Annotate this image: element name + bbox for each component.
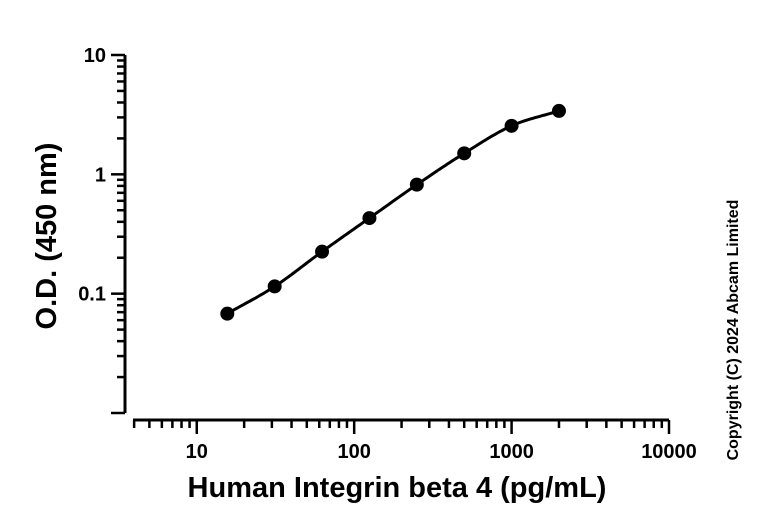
data-point: [551, 103, 566, 118]
axes: [123, 55, 669, 422]
y-tick-label: 1: [95, 164, 106, 186]
data-point: [457, 146, 472, 161]
y-tick-label: 10: [84, 45, 106, 67]
data-points: [220, 103, 566, 321]
data-point: [267, 279, 282, 294]
data-point: [315, 244, 330, 259]
x-tick-label: 10: [186, 441, 208, 463]
x-tick-label: 1000: [489, 441, 534, 463]
fit-curve: [226, 109, 560, 315]
x-axis-title: Human Integrin beta 4 (pg/mL): [188, 472, 607, 504]
copyright-notice: Copyright (C) 2024 Abcam Limited: [725, 200, 742, 461]
data-point: [362, 211, 377, 226]
y-axis-ticks: 0.1 1 10: [78, 45, 125, 415]
x-tick-label: 10000: [641, 441, 697, 463]
y-axis-title: O.D. (450 nm): [31, 143, 63, 330]
data-point: [220, 306, 235, 321]
data-point: [504, 118, 519, 133]
x-axis-ticks: 10 100 1000 10000: [132, 420, 697, 463]
data-point: [409, 177, 424, 192]
y-tick-label: 0.1: [78, 284, 106, 306]
x-tick-label: 100: [337, 441, 370, 463]
